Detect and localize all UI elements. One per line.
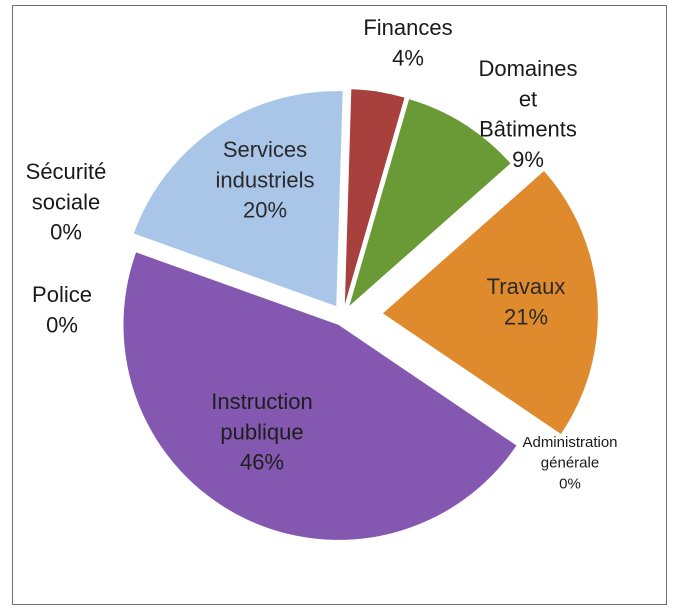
slice-label-3: Administration générale 0% bbox=[522, 434, 617, 492]
pie-slice-1 bbox=[349, 99, 511, 306]
slice-label-4: Instruction publique 46% bbox=[211, 389, 313, 475]
chart-frame: Finances 4% Domaines et Bâtiments 9% Travaux 21… bbox=[12, 5, 667, 605]
pie-slice-0 bbox=[344, 89, 405, 305]
pie-slice-2 bbox=[382, 171, 598, 435]
slice-label-5: Police 0% bbox=[32, 282, 92, 337]
slice-label-6: Sécurité sociale 0% bbox=[26, 159, 107, 245]
pie-slice-4 bbox=[123, 252, 517, 540]
slice-label-1: Domaines et Bâtiments 9% bbox=[478, 56, 577, 172]
slice-label-2: Travaux 21% bbox=[487, 274, 566, 329]
slice-label-7: Services industriels 20% bbox=[215, 137, 314, 223]
slices-layer bbox=[123, 89, 598, 540]
slice-label-0: Finances 4% bbox=[363, 15, 452, 70]
pie-chart: Finances 4% Domaines et Bâtiments 9% Travaux 21… bbox=[26, 15, 618, 540]
labels-layer: Finances 4% Domaines et Bâtiments 9% Travaux 21… bbox=[26, 15, 618, 492]
pie-slice-7 bbox=[133, 91, 343, 307]
